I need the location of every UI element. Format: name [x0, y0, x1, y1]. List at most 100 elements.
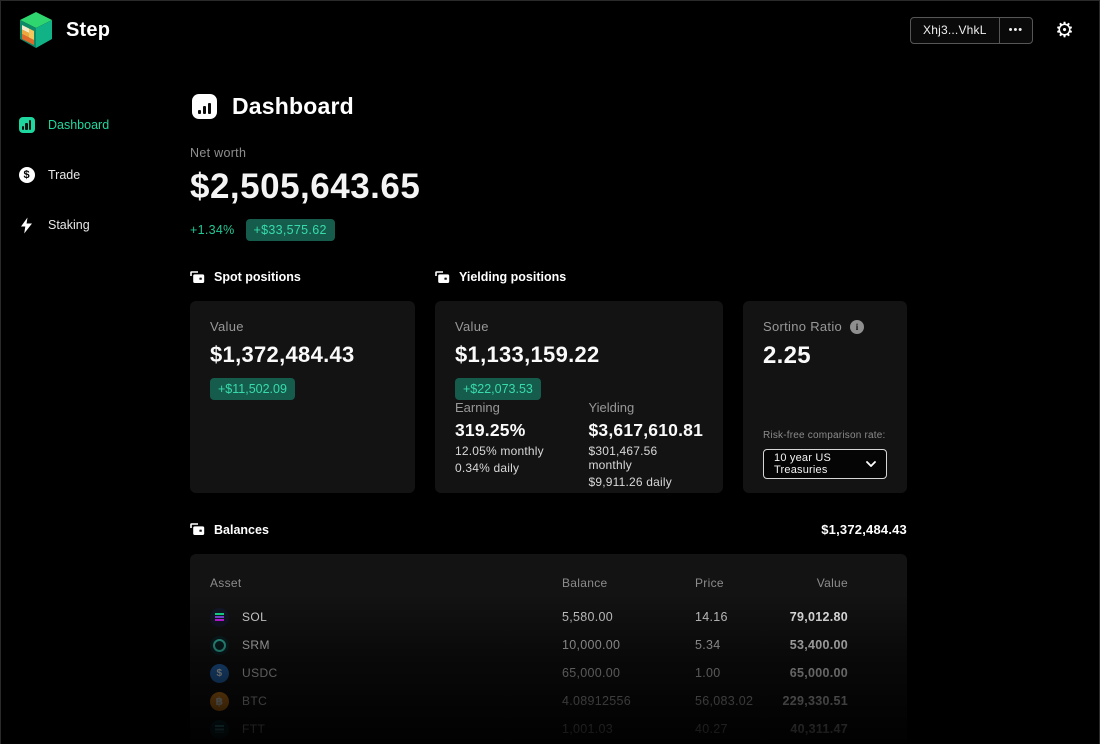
- dollar-circle-icon: $: [18, 167, 35, 184]
- price-cell: 40.27: [695, 722, 728, 736]
- earning-label: Earning: [455, 400, 500, 415]
- page-title: Dashboard: [232, 93, 354, 119]
- asset-symbol: FTT: [242, 722, 266, 736]
- wallet-button[interactable]: Xhj3...VhkL •••: [910, 16, 1034, 44]
- sidebar-item-dashboard[interactable]: Dashboard: [0, 100, 190, 150]
- balance-cell: 4.08912556: [562, 694, 632, 708]
- yielding-amount: $3,617,610.81: [588, 420, 703, 440]
- balance-cell: 65,000.00: [562, 666, 621, 680]
- asset-cell: SOL: [210, 607, 562, 627]
- value-cell: 229,330.51: [782, 694, 848, 708]
- summary-cards: Value $1,372,484.43 +$11,502.09 Value $1…: [190, 301, 907, 493]
- value-cell: 40,311.47: [790, 722, 848, 736]
- net-worth-label: Net worth: [190, 146, 247, 160]
- sidebar-item-label: Dashboard: [48, 118, 110, 132]
- balance-cell: 1,001.03: [562, 722, 614, 736]
- gear-icon[interactable]: ⚙: [1055, 17, 1074, 42]
- top-bar: Step Xhj3...VhkL ••• ⚙: [0, 0, 1100, 60]
- usdc-coin-icon: $: [210, 663, 229, 683]
- table-row[interactable]: SOL 5,580.00 14.16 79,012.80: [190, 603, 907, 631]
- earning-daily: 0.34% daily: [455, 461, 520, 475]
- section-title: Spot positions: [214, 270, 301, 284]
- net-worth-value: $2,505,643.65: [190, 167, 421, 206]
- earning-stats: Earning 319.25% 12.05% monthly 0.34% dai…: [455, 400, 588, 489]
- value-label: Value: [455, 319, 489, 334]
- top-right-controls: Xhj3...VhkL ••• ⚙: [910, 16, 1074, 44]
- balances-header-row: Balances $1,372,484.43: [190, 522, 907, 537]
- step-logo-icon: [18, 11, 54, 49]
- main-content: Dashboard Net worth $2,505,643.65 +1.34%…: [190, 60, 907, 744]
- value-label: Value: [210, 319, 244, 334]
- balance-cell: 10,000.00: [562, 638, 621, 652]
- info-icon[interactable]: i: [850, 319, 865, 334]
- price-cell: 56,083.02: [695, 694, 754, 708]
- section-title: Balances: [214, 522, 269, 537]
- brand-name: Step: [66, 18, 111, 41]
- riskfree-rate-label: Risk-free comparison rate:: [763, 430, 886, 441]
- balance-cell: 5,580.00: [562, 610, 614, 624]
- sidebar-item-label: Trade: [48, 168, 81, 182]
- table-row[interactable]: SRM 10,000.00 5.34 53,400.00: [190, 631, 907, 659]
- asset-cell: ฿ BTC: [210, 691, 562, 711]
- riskfree-rate-selected: 10 year US Treasuries: [774, 452, 832, 476]
- net-worth-change-badge: +$33,575.62: [245, 219, 335, 241]
- spot-positions-card: Value $1,372,484.43 +$11,502.09: [190, 301, 415, 493]
- value-cell: 79,012.80: [789, 610, 848, 624]
- earning-monthly: 12.05% monthly: [455, 444, 544, 458]
- sortino-ratio-card: Sortino Ratio i 2.25 Risk-free compariso…: [743, 301, 907, 493]
- spot-value: $1,372,484.43: [210, 342, 355, 367]
- column-header-value: Value: [816, 576, 848, 590]
- asset-symbol: USDC: [242, 666, 278, 680]
- price-cell: 1.00: [695, 666, 721, 680]
- srm-coin-icon: [210, 635, 229, 655]
- value-cell: 65,000.00: [789, 666, 848, 680]
- asset-cell: $ USDC: [210, 663, 562, 683]
- yield-value: $1,133,159.22: [455, 342, 600, 367]
- ftt-coin-icon: [210, 719, 229, 739]
- balances-header: Balances: [190, 523, 269, 537]
- net-worth-change-row: +1.34% +$33,575.62: [190, 219, 907, 241]
- yielding-positions-header: Yielding positions: [435, 270, 723, 284]
- balances-table-header: Asset Balance Price Value: [190, 572, 907, 594]
- brand: Step: [18, 11, 110, 49]
- sidebar-item-trade[interactable]: $ Trade: [0, 150, 190, 200]
- yield-change-badge: +$22,073.53: [455, 378, 541, 400]
- wallet-address[interactable]: Xhj3...VhkL: [923, 23, 987, 37]
- asset-cell: FTT: [210, 719, 562, 739]
- sortino-value: 2.25: [763, 342, 811, 369]
- table-row[interactable]: FTT 1,001.03 40.27 40,311.47: [190, 715, 907, 743]
- wallet-icon: [190, 270, 205, 284]
- section-headers: Spot positions Yielding positions: [190, 270, 907, 284]
- yield-stats-row: Earning 319.25% 12.05% monthly 0.34% dai…: [455, 400, 703, 489]
- spot-positions-header: Spot positions: [190, 270, 415, 284]
- balances-table-card: Asset Balance Price Value SOL 5,580.00 1…: [190, 554, 907, 744]
- asset-cell: SRM: [210, 635, 562, 655]
- column-header-asset: Asset: [210, 576, 242, 590]
- price-cell: 5.34: [695, 638, 721, 652]
- yielding-monthly: $301,467.56 monthly: [588, 444, 658, 472]
- sortino-label: Sortino Ratio: [763, 319, 843, 334]
- earning-apy: 319.25%: [455, 420, 526, 440]
- btc-coin-icon: ฿: [210, 691, 229, 711]
- sidebar: Dashboard $ Trade Staking: [0, 60, 190, 744]
- value-cell: 53,400.00: [789, 638, 848, 652]
- spot-change-badge: +$11,502.09: [210, 378, 295, 400]
- yielding-label: Yielding: [588, 400, 635, 415]
- table-row[interactable]: $ USDC 65,000.00 1.00 65,000.00: [190, 659, 907, 687]
- section-title: Yielding positions: [459, 270, 567, 284]
- lightning-icon: [18, 217, 35, 234]
- bar-chart-icon: [18, 117, 35, 134]
- balances-total: $1,372,484.43: [821, 522, 907, 537]
- net-worth-change-percent: +1.34%: [190, 223, 235, 237]
- riskfree-rate-select[interactable]: 10 year US Treasuries: [763, 449, 887, 479]
- asset-symbol: BTC: [242, 694, 268, 708]
- wallet-more-button[interactable]: •••: [998, 17, 1033, 43]
- wallet-icon: [435, 270, 450, 284]
- asset-symbol: SOL: [242, 610, 268, 624]
- table-row[interactable]: ฿ BTC 4.08912556 56,083.02 229,330.51: [190, 687, 907, 715]
- price-cell: 14.16: [695, 610, 728, 624]
- dashboard-icon: [192, 94, 217, 119]
- sortino-header: Sortino Ratio i: [763, 319, 887, 334]
- sidebar-item-staking[interactable]: Staking: [0, 200, 190, 250]
